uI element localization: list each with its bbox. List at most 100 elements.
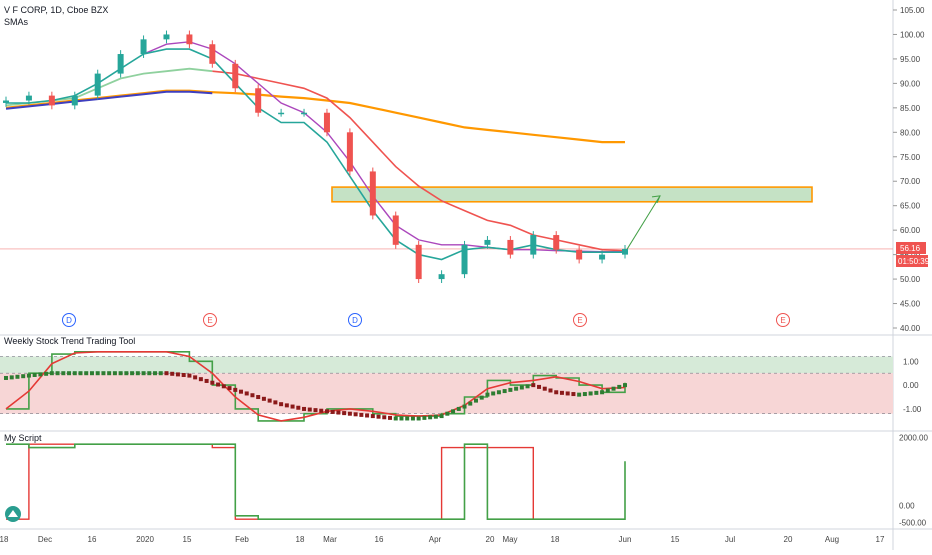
candle-body — [232, 63, 239, 89]
my-script-pane[interactable] — [6, 443, 626, 520]
osc-trend-dot — [582, 392, 587, 397]
time-axis-tick-label: 18 — [296, 535, 305, 544]
osc-trend-dot — [170, 371, 175, 376]
sma-line-sma-salmon — [212, 70, 626, 252]
osc-trend-dot — [542, 386, 547, 391]
logo-icon-glyph — [8, 510, 18, 517]
script-title[interactable]: My Script — [4, 433, 42, 443]
time-axis-tick-label: May — [502, 535, 517, 544]
osc-trend-dot — [250, 393, 255, 398]
osc-trend-dot — [451, 409, 456, 414]
osc-trend-dot — [89, 371, 94, 376]
osc-trend-dot — [600, 390, 605, 395]
osc-trend-dot — [594, 390, 599, 395]
osc-trend-dot — [336, 410, 341, 415]
event-marker-label: D — [352, 316, 358, 325]
osc-trend-dot — [130, 371, 135, 376]
osc-trend-dot — [95, 371, 100, 376]
osc-trend-dot — [49, 371, 54, 376]
osc-trend-dot — [15, 374, 20, 379]
osc-trend-dot — [313, 408, 318, 413]
osc-trend-dot — [388, 415, 393, 420]
osc-trend-dot — [158, 371, 163, 376]
chart-title[interactable]: V F CORP, 1D, Cboe BZX — [4, 5, 108, 15]
osc-trend-dot — [359, 412, 364, 417]
event-marker-label: E — [207, 316, 212, 325]
candle-body — [576, 249, 583, 260]
event-marker-d — [348, 313, 362, 327]
osc-trend-dot — [279, 402, 284, 407]
time-axis-tick-label: 18 — [0, 535, 9, 544]
osc-trend-dot — [462, 404, 467, 409]
candle-body — [117, 54, 124, 74]
osc-trend-dot — [439, 414, 444, 419]
osc-trend-dot — [141, 371, 146, 376]
osc-trend-dot — [554, 390, 559, 395]
osc-trend-dot — [559, 390, 564, 395]
forecast-arrow-head — [651, 195, 661, 204]
price-axis-tick-label: 95.00 — [900, 55, 921, 64]
time-axis-tick-label: Feb — [235, 535, 249, 544]
osc-trend-dot — [78, 371, 83, 376]
osc-trend-dot — [216, 382, 221, 387]
osc-trend-dot — [55, 371, 60, 376]
osc-line-red — [5, 351, 626, 422]
oscillator-title[interactable]: Weekly Stock Trend Trading Tool — [4, 336, 135, 346]
event-marker-label: D — [66, 316, 72, 325]
osc-trend-dot — [537, 384, 542, 389]
price-axis-tick-label: 40.00 — [900, 324, 921, 333]
osc-trend-dot — [319, 408, 324, 413]
time-axis-tick-label: Dec — [38, 535, 52, 544]
osc-trend-dot — [370, 414, 375, 419]
candle-body — [278, 112, 285, 115]
osc-trend-dot — [284, 403, 289, 408]
event-marker-e — [573, 313, 587, 327]
trend-oscillator-pane[interactable] — [0, 351, 893, 422]
osc-trend-dot — [256, 395, 261, 400]
indicator-label[interactable]: SMAs — [4, 17, 29, 27]
osc-trend-dot — [382, 415, 387, 420]
candle-body — [507, 239, 514, 255]
osc-trend-dot — [273, 400, 278, 405]
time-axis-tick-label: Aug — [825, 535, 839, 544]
osc-trend-dot — [605, 388, 610, 393]
tradingview-logo[interactable] — [5, 506, 21, 522]
osc-trend-dot — [324, 409, 329, 414]
candle-body — [255, 88, 262, 113]
osc-trend-dot — [21, 374, 26, 379]
osc-trend-dot — [164, 371, 169, 376]
osc-trend-dot — [244, 391, 249, 396]
osc-trend-dot — [198, 377, 203, 382]
osc-band-green — [0, 356, 893, 374]
osc-trend-dot — [290, 404, 295, 409]
osc-trend-dot — [193, 375, 198, 380]
script-axis-tick-label: 0.00 — [899, 502, 915, 511]
time-axis-tick-label: 16 — [375, 535, 384, 544]
event-marker-label: E — [780, 316, 785, 325]
osc-trend-dot — [473, 398, 478, 403]
time-axis-tick-label: 18 — [551, 535, 560, 544]
time-axis-tick-label: 17 — [876, 535, 885, 544]
osc-trend-dot — [135, 371, 140, 376]
osc-trend-dot — [107, 371, 112, 376]
script-line-green — [6, 443, 626, 520]
candle-body — [94, 73, 101, 96]
osc-trend-dot — [4, 375, 8, 380]
osc-trend-dot — [428, 415, 433, 420]
osc-trend-dot — [456, 406, 461, 411]
time-axis-tick-label: Mar — [323, 535, 337, 544]
candle-body — [323, 112, 330, 133]
candle-body — [553, 235, 560, 250]
osc-trend-dot — [84, 371, 89, 376]
osc-trend-dot — [531, 383, 536, 388]
osc-trend-dot — [44, 371, 49, 376]
price-axis-tick-label: 75.00 — [900, 153, 921, 162]
osc-trend-dot — [26, 373, 31, 378]
osc-trend-dot — [261, 396, 266, 401]
osc-trend-dot — [410, 416, 415, 421]
sma-line-sma-purple — [143, 41, 625, 253]
candle-body — [140, 39, 147, 55]
